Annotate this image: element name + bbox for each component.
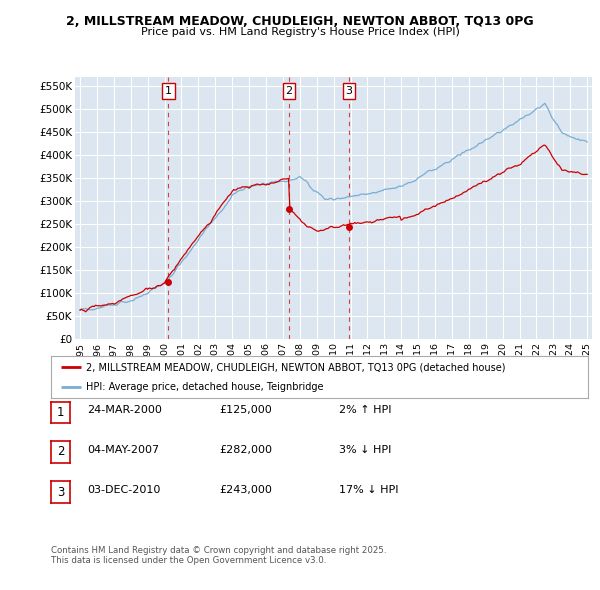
Text: 17% ↓ HPI: 17% ↓ HPI: [339, 485, 398, 494]
Text: 24-MAR-2000: 24-MAR-2000: [87, 405, 162, 415]
Text: 2: 2: [286, 86, 293, 96]
Text: 3: 3: [346, 86, 353, 96]
Text: 03-DEC-2010: 03-DEC-2010: [87, 485, 160, 494]
Text: Price paid vs. HM Land Registry's House Price Index (HPI): Price paid vs. HM Land Registry's House …: [140, 27, 460, 37]
Text: 1: 1: [165, 86, 172, 96]
Text: 2: 2: [57, 445, 64, 458]
Text: £125,000: £125,000: [219, 405, 272, 415]
Text: HPI: Average price, detached house, Teignbridge: HPI: Average price, detached house, Teig…: [86, 382, 323, 392]
Text: 3: 3: [57, 486, 64, 499]
Text: £243,000: £243,000: [219, 485, 272, 494]
Text: 2% ↑ HPI: 2% ↑ HPI: [339, 405, 391, 415]
Text: 1: 1: [57, 406, 64, 419]
Text: Contains HM Land Registry data © Crown copyright and database right 2025.
This d: Contains HM Land Registry data © Crown c…: [51, 546, 386, 565]
Text: 04-MAY-2007: 04-MAY-2007: [87, 445, 159, 454]
Text: 2, MILLSTREAM MEADOW, CHUDLEIGH, NEWTON ABBOT, TQ13 0PG: 2, MILLSTREAM MEADOW, CHUDLEIGH, NEWTON …: [66, 15, 534, 28]
Text: £282,000: £282,000: [219, 445, 272, 454]
Text: 3% ↓ HPI: 3% ↓ HPI: [339, 445, 391, 454]
Text: 2, MILLSTREAM MEADOW, CHUDLEIGH, NEWTON ABBOT, TQ13 0PG (detached house): 2, MILLSTREAM MEADOW, CHUDLEIGH, NEWTON …: [86, 362, 505, 372]
